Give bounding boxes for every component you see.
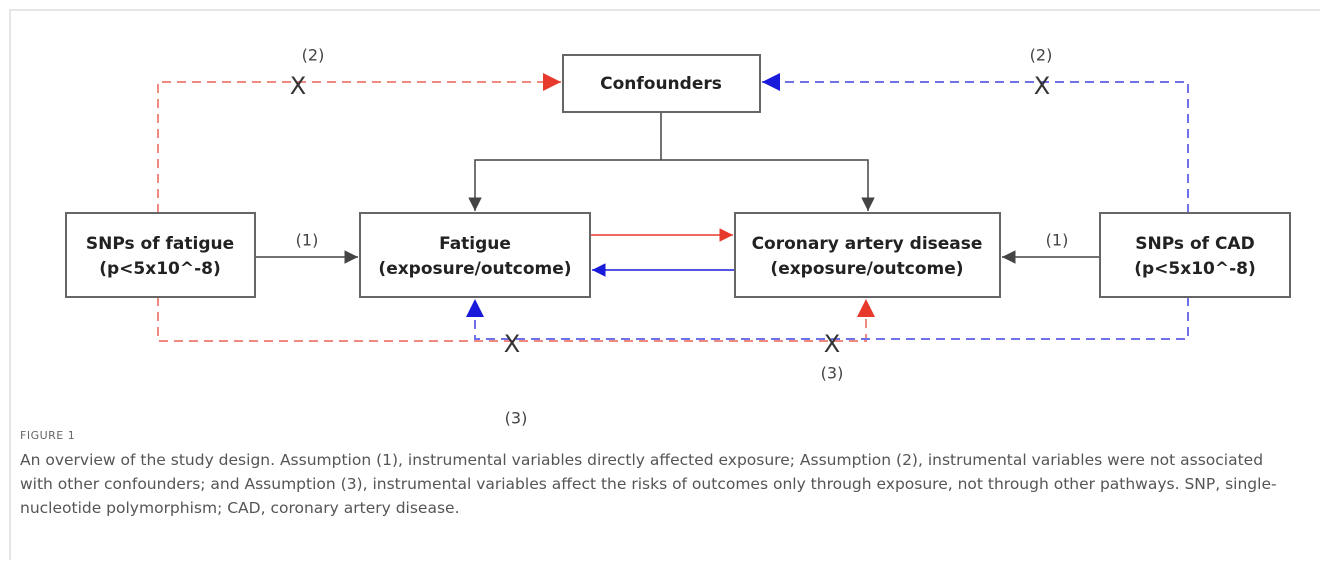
- node-label: SNPs of fatigue: [86, 234, 234, 254]
- node: SNPs of fatigue (p<5x10^-8): [65, 212, 256, 298]
- node: Fatigue (exposure/outcome): [359, 212, 591, 298]
- node-label: (p<5x10^-8): [99, 259, 221, 279]
- node: Coronary artery disease (exposure/outcome…: [734, 212, 1001, 298]
- frame: [9, 9, 1320, 560]
- cross: X: [1034, 72, 1050, 100]
- node-label: (exposure/outcome): [378, 259, 571, 279]
- node-label: SNPs of CAD: [1135, 234, 1254, 254]
- caption-text: An overview of the study design. Assumpt…: [20, 451, 1277, 517]
- assumption-label: (3): [505, 409, 528, 428]
- assumption-label: (2): [1030, 46, 1053, 65]
- dashed-arrow: [762, 73, 1189, 213]
- dashed-arrow: [157, 297, 875, 342]
- node: Confounders: [562, 54, 761, 113]
- cross: X: [290, 72, 306, 100]
- node: SNPs of CAD (p<5x10^-8): [1099, 212, 1291, 298]
- arrow: [468, 112, 662, 211]
- cross: X: [504, 330, 520, 358]
- cross: X: [824, 330, 840, 358]
- assumption-label: (3): [821, 364, 844, 383]
- caption: FIGURE 1 An overview of the study design…: [20, 428, 1300, 520]
- assumption-label: (2): [302, 46, 325, 65]
- node-label: Confounders: [600, 74, 722, 94]
- node-label: Coronary artery disease: [752, 234, 983, 254]
- dashed-arrow: [466, 297, 1189, 340]
- arrow: [661, 159, 875, 211]
- dashed-arrow: [157, 73, 561, 213]
- figure-label: FIGURE 1: [20, 429, 76, 442]
- node-label: (exposure/outcome): [770, 259, 963, 279]
- assumption-label: (1): [1046, 231, 1069, 250]
- node-label: (p<5x10^-8): [1134, 259, 1256, 279]
- node-label: Fatigue: [439, 234, 511, 254]
- assumption-label: (1): [296, 231, 319, 250]
